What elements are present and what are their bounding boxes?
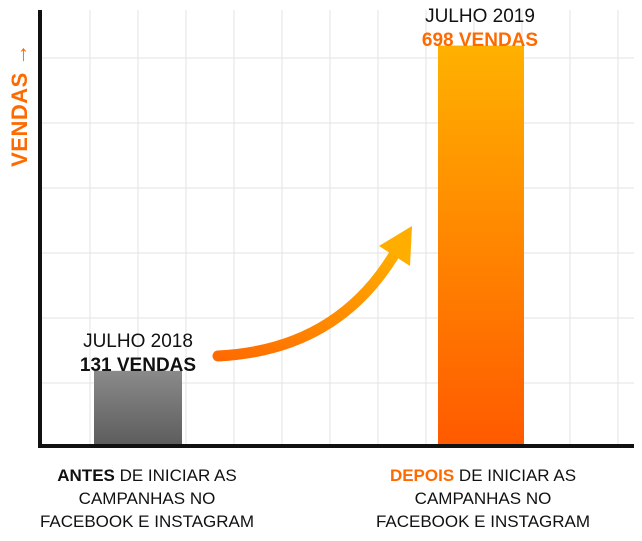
category-label-after: DEPOIS DE INICIAR AS CAMPANHAS NO FACEBO… [375, 466, 591, 531]
bars [94, 45, 524, 446]
annotation-after: JULHO 2019 698 VENDAS [400, 5, 560, 53]
annotation-before: JULHO 2018 131 VENDAS [58, 330, 218, 378]
annotation-after-title: JULHO 2019 [425, 6, 535, 27]
bar-before [94, 370, 182, 446]
annotation-after-value: 698 VENDAS [421, 29, 539, 51]
category-before-strong: ANTES [57, 466, 115, 485]
growth-arrow-icon [212, 242, 404, 362]
axes [38, 10, 634, 448]
bar-after [438, 45, 524, 446]
category-after-strong: DEPOIS [389, 466, 455, 485]
category-label-before: ANTES DE INICIAR AS CAMPANHAS NO FACEBOO… [39, 466, 255, 531]
y-axis-label: VENDAS → [7, 43, 32, 167]
growth-arrow-head-icon [379, 226, 412, 266]
annotation-before-title: JULHO 2018 [83, 331, 193, 352]
annotation-before-value: 131 VENDAS [79, 354, 197, 376]
